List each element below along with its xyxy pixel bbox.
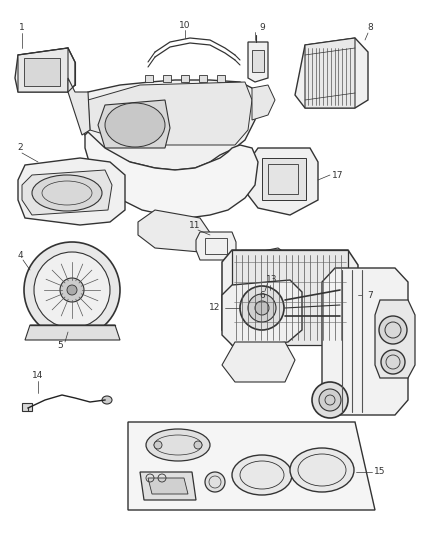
Text: 14: 14 <box>32 370 44 379</box>
Polygon shape <box>140 472 196 500</box>
Ellipse shape <box>381 350 405 374</box>
Ellipse shape <box>255 301 269 315</box>
Polygon shape <box>262 158 306 200</box>
Polygon shape <box>260 255 282 272</box>
Ellipse shape <box>319 389 341 411</box>
Text: 2: 2 <box>17 143 23 152</box>
Ellipse shape <box>67 285 77 295</box>
Polygon shape <box>252 50 264 72</box>
Ellipse shape <box>205 472 225 492</box>
Text: 10: 10 <box>179 20 191 29</box>
Ellipse shape <box>154 441 162 449</box>
Polygon shape <box>18 48 68 92</box>
Ellipse shape <box>232 455 292 495</box>
Text: 4: 4 <box>17 251 23 260</box>
Ellipse shape <box>312 382 348 418</box>
Polygon shape <box>217 75 225 82</box>
Text: 13: 13 <box>266 276 278 285</box>
Polygon shape <box>181 75 189 82</box>
Polygon shape <box>196 232 236 260</box>
Ellipse shape <box>60 278 84 302</box>
Polygon shape <box>222 280 302 348</box>
Polygon shape <box>148 478 188 494</box>
Ellipse shape <box>240 286 284 330</box>
Polygon shape <box>85 132 258 218</box>
Ellipse shape <box>248 294 276 322</box>
Text: 9: 9 <box>259 23 265 33</box>
Polygon shape <box>138 210 215 252</box>
Ellipse shape <box>146 429 210 461</box>
Ellipse shape <box>105 103 165 147</box>
Polygon shape <box>252 85 275 120</box>
Polygon shape <box>375 300 415 378</box>
Polygon shape <box>232 250 348 345</box>
Polygon shape <box>255 248 288 282</box>
Polygon shape <box>305 38 355 108</box>
Polygon shape <box>15 48 75 92</box>
Polygon shape <box>222 342 295 382</box>
Polygon shape <box>163 75 171 82</box>
Text: 5: 5 <box>57 341 63 350</box>
Text: 8: 8 <box>367 23 373 33</box>
Ellipse shape <box>32 175 102 211</box>
Polygon shape <box>25 325 120 340</box>
Polygon shape <box>128 422 375 510</box>
Bar <box>24 58 60 86</box>
Bar <box>22 403 32 411</box>
Polygon shape <box>98 100 170 148</box>
Polygon shape <box>295 38 368 108</box>
Ellipse shape <box>34 252 110 328</box>
Text: 7: 7 <box>367 290 373 300</box>
Polygon shape <box>222 250 358 345</box>
Polygon shape <box>248 42 268 82</box>
Polygon shape <box>248 148 318 215</box>
Text: 11: 11 <box>189 221 201 230</box>
Text: 17: 17 <box>332 171 344 180</box>
Polygon shape <box>88 82 252 145</box>
Polygon shape <box>80 80 258 170</box>
Polygon shape <box>322 268 408 415</box>
Ellipse shape <box>379 316 407 344</box>
Text: 1: 1 <box>19 23 25 33</box>
Polygon shape <box>145 75 153 82</box>
Polygon shape <box>68 78 90 135</box>
Text: 15: 15 <box>374 467 386 477</box>
Polygon shape <box>199 75 207 82</box>
Ellipse shape <box>102 396 112 404</box>
Text: 12: 12 <box>209 303 221 312</box>
Ellipse shape <box>290 448 354 492</box>
Polygon shape <box>18 158 125 225</box>
Ellipse shape <box>24 242 120 338</box>
Bar <box>205 238 227 254</box>
Bar <box>268 164 298 194</box>
Text: 6: 6 <box>259 290 265 300</box>
Ellipse shape <box>194 441 202 449</box>
Polygon shape <box>22 170 112 215</box>
